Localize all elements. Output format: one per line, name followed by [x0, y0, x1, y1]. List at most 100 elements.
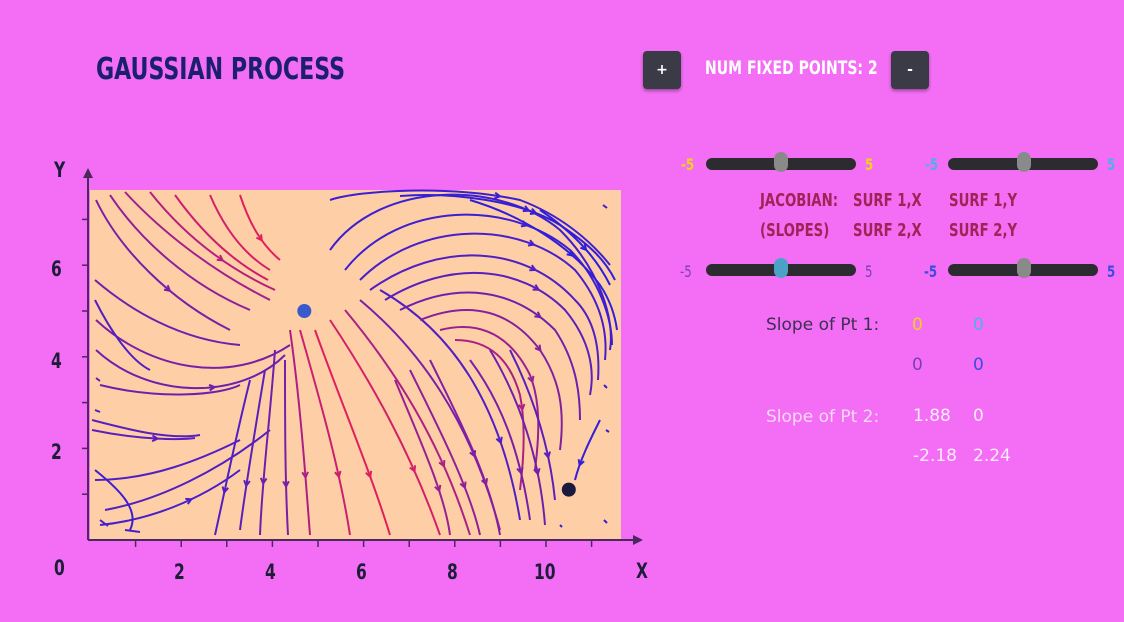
- streamline: [602, 204, 608, 209]
- streamline: [239, 194, 281, 261]
- origin-label: 0: [54, 556, 65, 580]
- stream-arrow: [301, 471, 309, 480]
- streamline: [574, 419, 601, 481]
- slider-thumb[interactable]: [774, 152, 788, 172]
- stream-arrow: [527, 375, 535, 384]
- streamline: [344, 309, 471, 536]
- stream-arrow: [516, 466, 524, 476]
- stream-arrow: [243, 479, 251, 488]
- stream-arrow: [255, 234, 263, 243]
- slope-pt1-d: 0: [973, 355, 984, 375]
- streamline: [124, 529, 141, 533]
- slope-pt2-label: Slope of Pt 2:: [766, 407, 880, 427]
- streamline: [91, 419, 201, 438]
- fixed-points: [297, 304, 576, 497]
- stream-arrow: [259, 477, 268, 486]
- surf1y-slider[interactable]: [948, 152, 1098, 174]
- slider-thumb[interactable]: [1017, 152, 1031, 172]
- streamline: [95, 349, 286, 390]
- slider-max-label: 5: [1107, 262, 1116, 281]
- num-fixed-points-label: NUM FIXED POINTS: 2: [705, 57, 878, 79]
- x-tick-label: 10: [534, 560, 556, 584]
- remove-fixed-point-button[interactable]: -: [891, 51, 929, 89]
- app-title: GAUSSIAN PROCESS: [96, 52, 346, 87]
- stream-arrow: [334, 470, 342, 479]
- x-axis-arrow-icon: [633, 535, 643, 545]
- stream-arrow: [208, 383, 217, 392]
- slope-pt1-b: 0: [973, 315, 984, 335]
- x-axis-label: X: [636, 559, 648, 583]
- x-tick-label: 2: [174, 560, 185, 584]
- streamline: [454, 339, 525, 491]
- stream-arrow: [517, 403, 526, 412]
- y-axis-label: Y: [54, 158, 66, 182]
- streamline: [289, 329, 311, 536]
- jacobian-surf2x-label: SURF 2,X: [853, 220, 922, 241]
- slider-max-label: 5: [865, 155, 874, 174]
- axes: [82, 168, 643, 547]
- add-fixed-point-button[interactable]: +: [643, 51, 681, 89]
- slopes-label: (SLOPES): [760, 220, 830, 241]
- streamline: [409, 369, 481, 536]
- streamline: [384, 271, 593, 396]
- slider-max-label: 5: [1107, 155, 1116, 174]
- surf1x-slider[interactable]: [706, 152, 856, 174]
- streamline: [95, 377, 101, 382]
- jacobian-surf2y-label: SURF 2,Y: [949, 220, 1018, 241]
- streamline: [509, 349, 556, 501]
- streamline: [559, 524, 563, 528]
- streamline: [429, 359, 501, 536]
- streamline: [94, 299, 151, 371]
- stream-arrow: [185, 497, 194, 505]
- surf2y-slider[interactable]: [948, 258, 1098, 280]
- streamline: [214, 379, 251, 536]
- stream-arrow: [163, 284, 172, 293]
- stream-arrow: [529, 264, 538, 272]
- y-tick-label: 4: [51, 349, 62, 373]
- y-tick-label: 2: [51, 440, 62, 464]
- streamline: [95, 199, 231, 331]
- slider-min-label: -5: [925, 155, 939, 174]
- stream-arrow: [365, 470, 373, 479]
- slider-min-label: -5: [681, 155, 695, 174]
- x-tick-label: 8: [447, 560, 458, 584]
- jacobian-surf1y-label: SURF 1,Y: [949, 190, 1018, 211]
- x-tick-label: 4: [265, 560, 276, 584]
- stream-arrow: [459, 481, 467, 490]
- slider-thumb[interactable]: [1017, 258, 1031, 278]
- jacobian-surf1x-label: SURF 1,X: [853, 190, 922, 211]
- streamline: [329, 189, 611, 266]
- streamline: [399, 194, 616, 281]
- streamline: [239, 369, 266, 531]
- streamline: [439, 326, 540, 471]
- stream-arrow: [534, 344, 542, 353]
- stream-arrow: [532, 284, 541, 291]
- stream-arrow: [534, 311, 543, 319]
- slope-pt1-label: Slope of Pt 1:: [766, 315, 880, 335]
- stream-arrow: [434, 484, 442, 493]
- streamline: [174, 194, 269, 281]
- fixed-point: [561, 482, 576, 497]
- slope-pt1-c: 0: [912, 355, 923, 375]
- slider-min-label: -5: [924, 262, 938, 281]
- slope-pt1-a: 0: [912, 315, 923, 335]
- streamline: [99, 384, 241, 396]
- stream-arrow: [480, 478, 489, 487]
- surf2x-slider[interactable]: [706, 258, 856, 280]
- streamline: [94, 439, 241, 481]
- streamline: [314, 329, 391, 536]
- slope-pt2-d: 2.24: [973, 446, 1011, 466]
- streamlines: [91, 189, 618, 536]
- streamline: [539, 209, 611, 286]
- fixed-point: [297, 304, 312, 318]
- stream-arrow: [580, 243, 588, 252]
- streamline: [369, 254, 600, 381]
- stream-arrow: [221, 486, 229, 495]
- streamline: [399, 291, 581, 421]
- slider-thumb[interactable]: [774, 258, 788, 278]
- stream-arrow: [527, 239, 536, 247]
- stream-arrow: [577, 459, 585, 468]
- streamline: [359, 232, 607, 361]
- stream-arrow: [282, 480, 290, 489]
